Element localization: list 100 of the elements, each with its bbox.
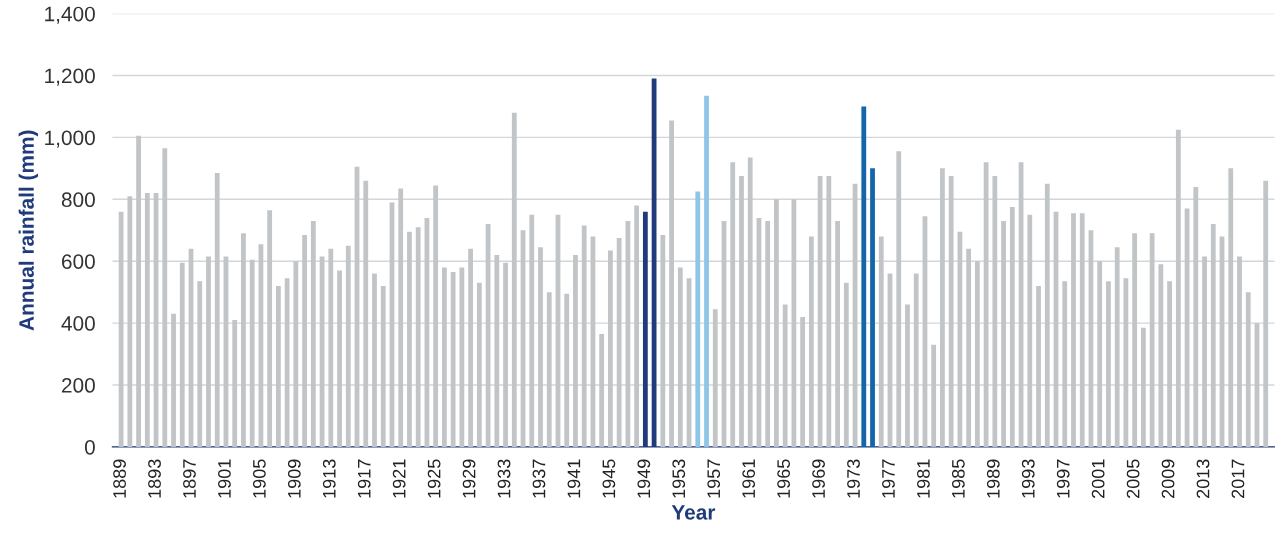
bar bbox=[992, 176, 998, 447]
bar bbox=[127, 196, 133, 447]
bar bbox=[538, 247, 543, 447]
x-tick-label: 1933 bbox=[497, 459, 511, 498]
bar bbox=[1062, 281, 1068, 447]
bar bbox=[380, 285, 386, 447]
bar bbox=[1097, 261, 1103, 447]
y-tick-label: 0 bbox=[84, 439, 95, 455]
bar bbox=[870, 168, 875, 447]
bar bbox=[677, 267, 683, 447]
bar bbox=[861, 106, 867, 447]
bar bbox=[118, 211, 124, 447]
bar bbox=[546, 292, 552, 447]
bar bbox=[372, 273, 377, 447]
bar bbox=[835, 220, 840, 447]
bar bbox=[905, 304, 910, 447]
x-tick-label: 1953 bbox=[672, 459, 686, 498]
bar bbox=[337, 270, 342, 447]
bar bbox=[136, 135, 141, 447]
x-tick-label: 1893 bbox=[148, 459, 161, 498]
x-tick-label: 1989 bbox=[986, 459, 1000, 498]
bar bbox=[398, 188, 404, 447]
bar bbox=[1193, 186, 1199, 447]
bar bbox=[782, 304, 788, 447]
y-axis-title: Annual rainfall (mm) bbox=[18, 130, 39, 331]
bar bbox=[957, 231, 963, 447]
bar bbox=[1001, 220, 1006, 447]
bar bbox=[494, 255, 500, 447]
x-tick-label: 2017 bbox=[1231, 459, 1245, 498]
bar bbox=[302, 234, 307, 447]
x-tick-label: 1925 bbox=[427, 459, 441, 498]
bar bbox=[1044, 183, 1050, 447]
x-tick-label: 1949 bbox=[637, 459, 651, 498]
bar bbox=[1263, 180, 1269, 447]
bar bbox=[974, 261, 980, 447]
bar bbox=[284, 278, 290, 447]
bar bbox=[581, 225, 587, 447]
bar bbox=[913, 273, 919, 447]
bar bbox=[1079, 213, 1085, 447]
bar bbox=[634, 205, 640, 447]
bar bbox=[608, 250, 613, 447]
x-tick-label: 1973 bbox=[847, 459, 860, 498]
bar bbox=[459, 267, 465, 447]
x-tick-label: 1897 bbox=[183, 459, 196, 498]
bar bbox=[197, 281, 203, 447]
x-tick-label: 1969 bbox=[812, 459, 825, 498]
x-tick-label: 1889 bbox=[113, 459, 126, 498]
x-tick-label: 2009 bbox=[1161, 459, 1175, 498]
x-tick-label: 1965 bbox=[777, 459, 790, 498]
bar bbox=[450, 272, 456, 447]
x-tick-label: 1905 bbox=[252, 459, 266, 498]
bar bbox=[310, 220, 316, 447]
y-tick-label: 600 bbox=[62, 254, 95, 269]
bar bbox=[407, 231, 412, 447]
bar bbox=[660, 234, 666, 447]
x-tick-label: 1909 bbox=[287, 459, 301, 498]
x-tick-label: 1961 bbox=[742, 459, 756, 498]
x-tick-label: 1937 bbox=[532, 459, 546, 498]
y-tick-label: 800 bbox=[61, 192, 95, 208]
bar bbox=[983, 162, 989, 447]
bar bbox=[433, 185, 439, 447]
bar bbox=[808, 236, 814, 447]
bar bbox=[214, 173, 220, 447]
bar bbox=[625, 220, 631, 447]
y-tick-label: 400 bbox=[61, 316, 95, 331]
bar bbox=[791, 199, 797, 447]
bar bbox=[476, 282, 482, 447]
y-tick-label: 200 bbox=[62, 378, 95, 393]
bar bbox=[1228, 168, 1234, 447]
bar bbox=[695, 191, 701, 447]
x-tick-label: 1957 bbox=[707, 459, 721, 498]
x-tick-label: 1945 bbox=[602, 459, 616, 498]
x-tick-label: 1901 bbox=[218, 459, 231, 498]
bar bbox=[1009, 207, 1015, 447]
bar bbox=[616, 238, 622, 447]
bar bbox=[843, 282, 849, 447]
bar bbox=[293, 261, 299, 447]
bar bbox=[712, 309, 718, 447]
bar bbox=[669, 120, 674, 447]
bar bbox=[1036, 285, 1041, 447]
bar bbox=[144, 193, 150, 447]
x-tick-label: 1917 bbox=[357, 459, 371, 498]
bar bbox=[948, 176, 954, 447]
bar bbox=[249, 259, 255, 447]
bar bbox=[171, 313, 176, 447]
bar bbox=[704, 95, 709, 447]
bar bbox=[275, 285, 281, 447]
bar bbox=[878, 236, 884, 447]
y-tick-label: 1,200 bbox=[45, 68, 95, 86]
bar bbox=[1114, 247, 1120, 447]
bar bbox=[931, 344, 937, 447]
x-tick-label: 1941 bbox=[567, 459, 581, 498]
bar bbox=[573, 255, 578, 447]
x-tick-label: 1977 bbox=[882, 459, 895, 498]
bar bbox=[241, 233, 246, 447]
bar bbox=[345, 245, 351, 447]
x-tick-label: 1997 bbox=[1056, 459, 1070, 498]
bar bbox=[415, 227, 421, 447]
bar bbox=[739, 176, 744, 447]
bar bbox=[503, 262, 508, 447]
